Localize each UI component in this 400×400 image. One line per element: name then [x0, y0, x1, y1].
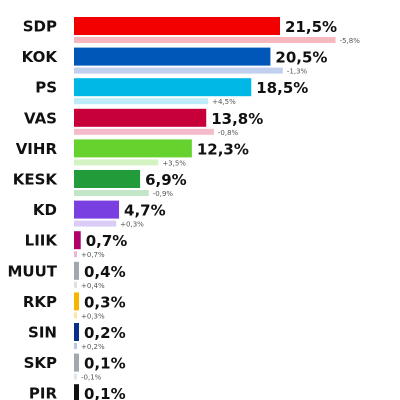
value-label-sin: 0,2%: [84, 324, 126, 342]
change-label-vihr: +3,5%: [162, 159, 186, 167]
value-label-rkp: 0,3%: [84, 293, 126, 311]
change-label-liik: +0,7%: [81, 251, 105, 259]
bar-muut: [74, 261, 79, 280]
value-label-vihr: 12,3%: [197, 140, 249, 158]
bar-kesk: [74, 170, 141, 188]
party-label-sin: SIN: [28, 324, 57, 342]
change-label-skp: -0,1%: [81, 374, 102, 382]
change-bar-ps: [74, 98, 209, 105]
change-bar-muut: [74, 281, 77, 288]
bar-liik: [74, 231, 81, 250]
party-label-sdp: SDP: [23, 18, 57, 36]
change-label-ps: +4,5%: [212, 98, 236, 106]
party-label-kesk: KESK: [13, 171, 59, 189]
bar-skp: [74, 353, 79, 372]
value-label-ps: 18,5%: [256, 79, 308, 97]
value-label-muut: 0,4%: [84, 263, 126, 281]
bar-ps: [74, 78, 252, 97]
party-label-kok: KOK: [22, 48, 59, 66]
party-label-vihr: VIHR: [16, 140, 58, 158]
bar-rkp: [74, 292, 79, 311]
party-label-liik: LIIK: [25, 232, 59, 250]
value-label-liik: 0,7%: [86, 232, 128, 250]
party-label-pir: PIR: [29, 385, 58, 400]
party-label-kd: KD: [33, 201, 57, 219]
change-label-sdp: -5,8%: [340, 37, 361, 45]
party-label-rkp: RKP: [23, 293, 57, 311]
change-label-kok: -1,3%: [287, 68, 308, 76]
bar-kok: [74, 47, 271, 66]
change-label-kd: +0,3%: [120, 221, 144, 229]
value-label-pir: 0,1%: [84, 385, 126, 400]
value-label-kok: 20,5%: [275, 49, 327, 67]
bar-vas: [74, 108, 207, 127]
change-label-vas: -0,8%: [218, 129, 239, 137]
change-label-sin: +0,2%: [81, 343, 105, 351]
change-bar-kesk: [74, 190, 149, 196]
party-label-skp: SKP: [24, 354, 57, 372]
change-bar-kok: [74, 67, 283, 74]
value-label-kd: 4,7%: [124, 202, 166, 220]
change-bar-skp: [74, 373, 77, 380]
change-label-rkp: +0,3%: [81, 312, 105, 320]
change-label-muut: +0,4%: [81, 282, 105, 290]
value-label-skp: 0,1%: [84, 355, 126, 373]
bar-sdp: [74, 17, 280, 35]
bar-vihr: [74, 139, 192, 158]
party-label-muut: MUUT: [7, 262, 57, 280]
party-label-vas: VAS: [24, 109, 57, 127]
party-label-ps: PS: [35, 79, 57, 97]
bar-pir: [74, 384, 79, 400]
change-bar-vihr: [74, 159, 159, 166]
change-bar-vas: [74, 128, 214, 135]
change-bar-sin: [74, 343, 77, 349]
value-label-sdp: 21,5%: [285, 18, 337, 36]
change-bar-sdp: [74, 37, 336, 43]
bar-sin: [74, 323, 79, 341]
change-bar-kd: [74, 220, 117, 227]
change-bar-liik: [74, 251, 77, 258]
value-label-kesk: 6,9%: [145, 171, 187, 189]
value-label-vas: 13,8%: [211, 110, 263, 128]
change-label-kesk: -0,9%: [153, 190, 174, 198]
bar-kd: [74, 200, 120, 219]
change-bar-rkp: [74, 312, 77, 319]
